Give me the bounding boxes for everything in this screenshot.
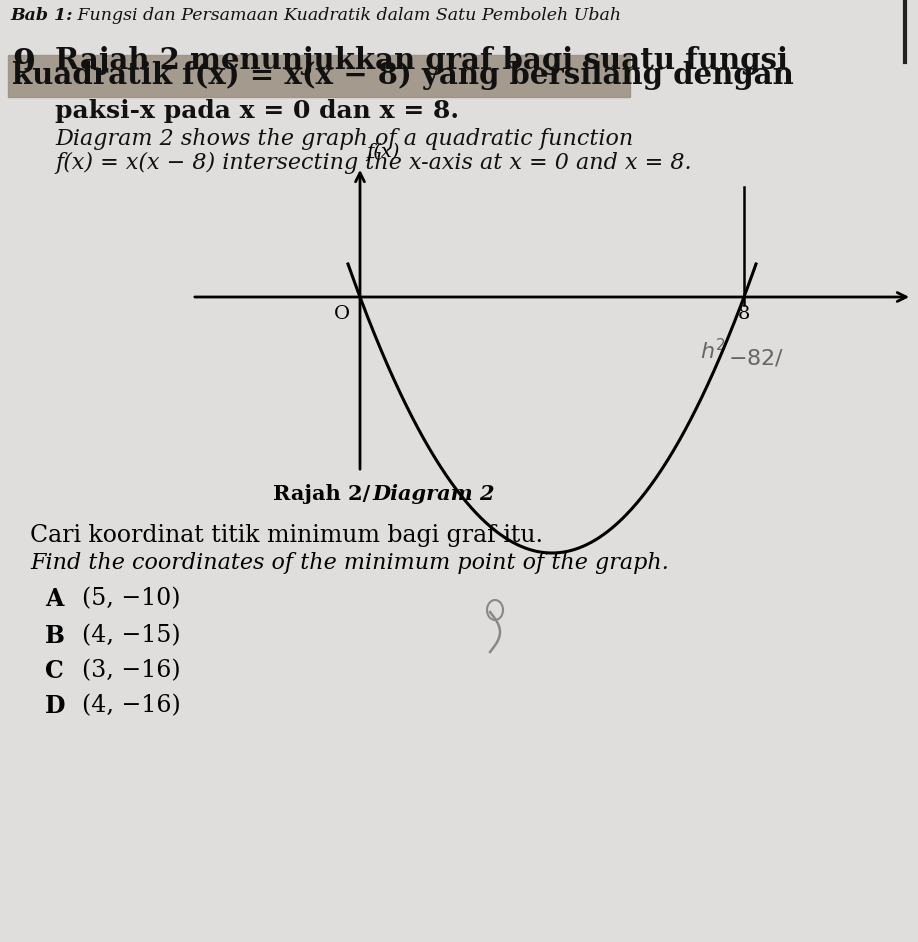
Text: 9: 9 [12,47,35,80]
Text: (4, −15): (4, −15) [82,624,181,647]
Text: B: B [45,624,65,648]
Text: f(x): f(x) [366,143,399,161]
Text: Fungsi dan Persamaan Kuadratik dalam Satu Pemboleh Ubah: Fungsi dan Persamaan Kuadratik dalam Sat… [72,7,621,24]
Bar [8,55,630,97]
Text: D: D [45,694,65,718]
Text: Rajah 2 menunjukkan graf bagi suatu fungsi: Rajah 2 menunjukkan graf bagi suatu fung… [55,46,789,75]
Text: O: O [334,305,350,323]
Text: (5, −10): (5, −10) [82,587,181,610]
Text: $-82/$: $-82/$ [728,348,785,370]
Text: (3, −16): (3, −16) [82,659,181,682]
Text: $h^2$: $h^2$ [700,339,726,365]
Text: Rajah 2/: Rajah 2/ [273,484,370,504]
Text: paksi-x pada x = 0 dan x = 8.: paksi-x pada x = 0 dan x = 8. [55,99,459,123]
Text: Diagram 2: Diagram 2 [372,484,495,504]
Text: Find the coordinates of the minimum point of the graph.: Find the coordinates of the minimum poin… [30,552,669,574]
Text: (4, −16): (4, −16) [82,694,181,717]
Text: Bab 1:: Bab 1: [10,7,73,24]
Text: C: C [45,659,63,683]
Text: Cari koordinat titik minimum bagi graf itu.: Cari koordinat titik minimum bagi graf i… [30,524,543,547]
Text: f(x) = x(x − 8) intersecting the x-axis at x = 0 and x = 8.: f(x) = x(x − 8) intersecting the x-axis … [55,152,691,174]
Text: 8: 8 [738,305,750,323]
Text: kuadratik f(x) = x(x − 8) yang bersilang dengan: kuadratik f(x) = x(x − 8) yang bersilang… [12,60,794,89]
Text: Diagram 2 shows the graph of a quadratic function: Diagram 2 shows the graph of a quadratic… [55,128,633,150]
Text: A: A [45,587,63,611]
